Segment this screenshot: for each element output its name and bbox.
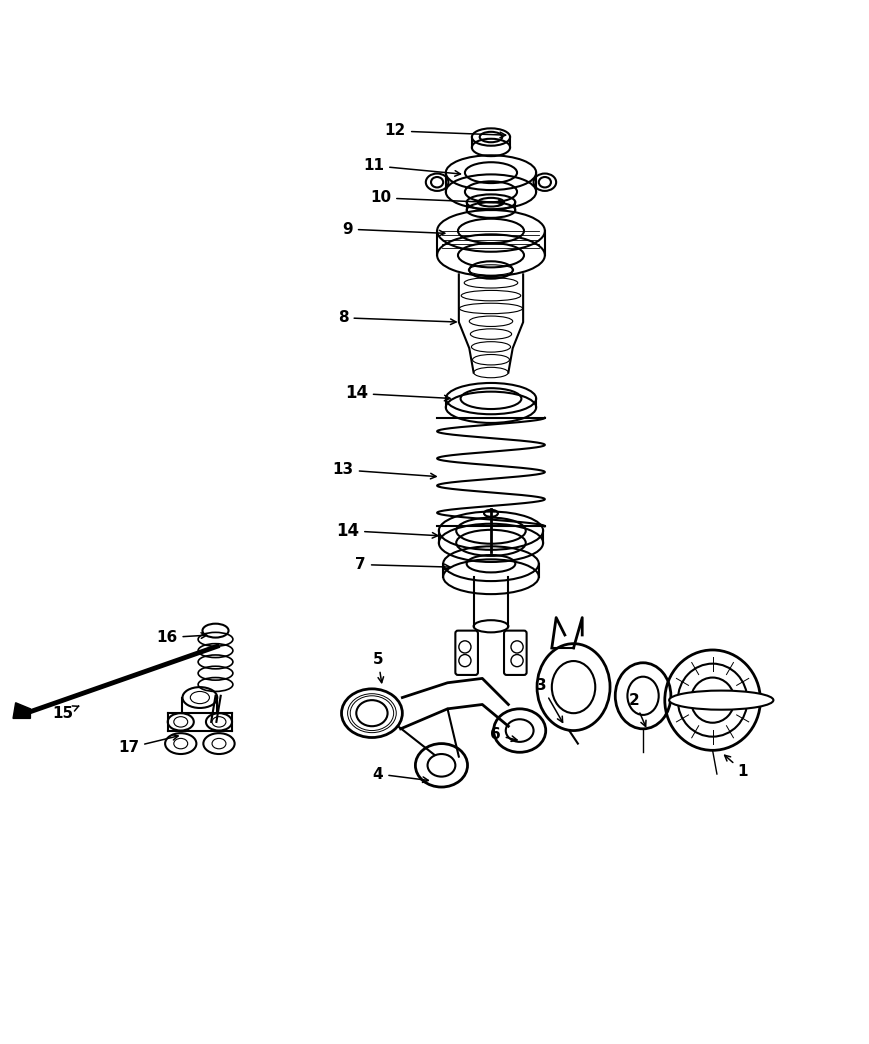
- Text: 14: 14: [336, 522, 438, 540]
- Text: 14: 14: [345, 384, 450, 402]
- FancyBboxPatch shape: [455, 631, 478, 674]
- Text: 1: 1: [725, 755, 748, 779]
- Text: 2: 2: [629, 692, 646, 727]
- Text: 9: 9: [342, 221, 445, 237]
- Text: 12: 12: [385, 123, 506, 139]
- Text: 8: 8: [338, 310, 456, 326]
- FancyBboxPatch shape: [504, 631, 527, 674]
- Ellipse shape: [669, 690, 773, 710]
- Text: 15: 15: [52, 706, 79, 720]
- Text: 4: 4: [373, 766, 428, 782]
- Text: 17: 17: [118, 735, 178, 756]
- Text: 5: 5: [373, 651, 383, 683]
- Text: 13: 13: [333, 462, 436, 479]
- Polygon shape: [13, 703, 30, 718]
- Text: 16: 16: [156, 631, 207, 645]
- Text: 6: 6: [490, 728, 517, 742]
- Text: 11: 11: [363, 159, 461, 176]
- Text: 3: 3: [536, 678, 562, 722]
- Text: 7: 7: [355, 557, 450, 572]
- Text: 10: 10: [370, 190, 504, 206]
